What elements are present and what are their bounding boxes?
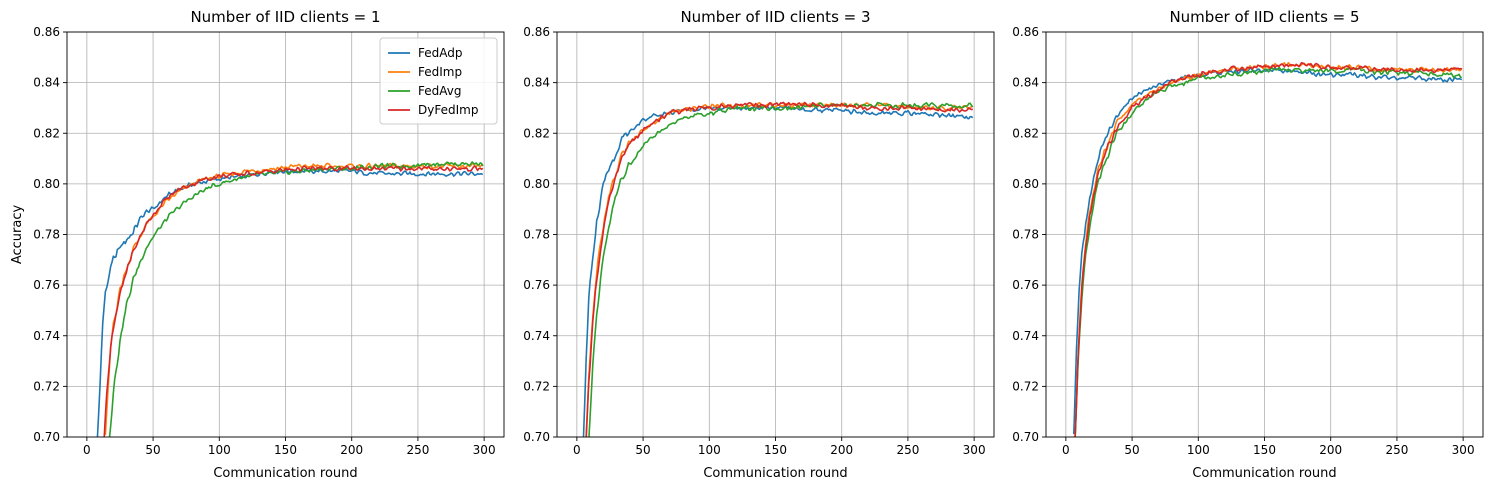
x-tick-label: 0 [83,443,91,457]
subplot-title: Number of IID clients = 1 [190,8,380,26]
subplot-1: 0 50 100 150 200 250 300 0.70 0.72 0.74 0.76 0.78 0.… [10,8,505,481]
y-tick-label: 0.84 [33,76,60,90]
x-tick-label: 150 [274,443,297,457]
y-tick-label: 0.70 [523,430,550,444]
y-tick-label: 0.76 [33,278,60,292]
y-tick-label: 0.74 [33,329,60,343]
series-line-dyfedimp [585,101,973,437]
legend: FedAdp FedImp FedAvg DyFedImp [379,37,498,125]
y-tick-label: 0.74 [1012,329,1039,343]
legend-label-fedimp: FedImp [418,65,462,79]
x-tick-label: 250 [406,443,429,457]
y-tick-label: 0.72 [523,379,550,393]
legend-label-fedadp: FedAdp [418,46,462,60]
legend-label-fedavg: FedAvg [418,84,461,98]
x-tick-label: 200 [1319,443,1342,457]
y-tick-label: 0.86 [33,25,60,39]
y-tick-label: 0.78 [33,228,60,242]
x-tick-label: 300 [1452,443,1475,457]
y-tick-label: 0.84 [1012,76,1039,90]
x-tick-label: 150 [764,443,787,457]
y-tick-label: 0.82 [523,126,550,140]
series-lines [96,161,484,437]
x-axis-label: Communication round [213,466,357,481]
x-tick-label: 150 [1253,443,1276,457]
x-tick-label: 200 [340,443,363,457]
ticks: 0 50 100 150 200 250 300 0.70 0.72 0.74 0.76 0.78 0.… [1012,25,1474,457]
y-tick-label: 0.72 [33,379,60,393]
series-line-fedadp [96,167,484,437]
series-lines [582,101,974,437]
y-tick-label: 0.72 [1012,379,1039,393]
series-line-fedavg [588,101,974,437]
y-tick-label: 0.74 [523,329,550,343]
grid [1046,31,1483,438]
series-line-dyfedimp [103,165,484,437]
y-tick-label: 0.70 [33,430,60,444]
x-tick-label: 50 [145,443,160,457]
x-tick-label: 100 [1187,443,1210,457]
x-tick-label: 300 [473,443,496,457]
y-tick-label: 0.80 [523,177,550,191]
x-tick-label: 100 [208,443,231,457]
x-tick-label: 50 [1124,443,1139,457]
legend-box [379,37,498,125]
y-tick-label: 0.78 [523,228,550,242]
y-tick-label: 0.76 [523,278,550,292]
subplot-title: Number of IID clients = 5 [1169,8,1359,26]
grid [557,31,994,438]
x-tick-label: 0 [1062,443,1070,457]
y-axis-label: Accuracy [10,205,25,265]
y-tick-label: 0.76 [1012,278,1039,292]
series-line-fedavg [1074,66,1462,437]
y-tick-label: 0.86 [1012,25,1039,39]
subplot-title: Number of IID clients = 3 [680,8,870,26]
y-tick-label: 0.84 [523,76,550,90]
ticks: 0 50 100 150 200 250 300 0.70 0.72 0.74 0.76 0.78 0.… [523,25,985,457]
series-line-fedadp [582,104,974,437]
x-tick-label: 200 [830,443,853,457]
x-axis-label: Communication round [1192,466,1336,481]
x-tick-label: 250 [896,443,919,457]
series-line-fedavg [108,161,484,437]
y-tick-label: 0.86 [523,25,550,39]
y-tick-label: 0.70 [1012,430,1039,444]
x-tick-label: 0 [573,443,581,457]
y-tick-label: 0.78 [1012,228,1039,242]
x-tick-label: 250 [1385,443,1408,457]
legend-label-dyfedimp: DyFedImp [418,103,478,117]
subplot-2: 0 50 100 150 200 250 300 0.70 0.72 0.74 0.76 0.78 0.… [523,8,995,481]
series-line-dyfedimp [1074,61,1462,437]
series-lines [1073,61,1463,437]
ticks: 0 50 100 150 200 250 300 0.70 0.72 0.74 0.76 0.78 0.… [33,25,495,457]
y-tick-label: 0.80 [33,177,60,191]
x-tick-label: 300 [963,443,986,457]
subplot-3: 0 50 100 150 200 250 300 0.70 0.72 0.74 0.76 0.78 0.… [1012,8,1484,481]
y-tick-label: 0.82 [1012,126,1039,140]
x-tick-label: 100 [698,443,721,457]
x-axis-label: Communication round [703,466,847,481]
y-tick-label: 0.82 [33,126,60,140]
x-tick-label: 50 [635,443,650,457]
y-tick-label: 0.80 [1012,177,1039,191]
series-line-fedimp [1074,61,1463,437]
